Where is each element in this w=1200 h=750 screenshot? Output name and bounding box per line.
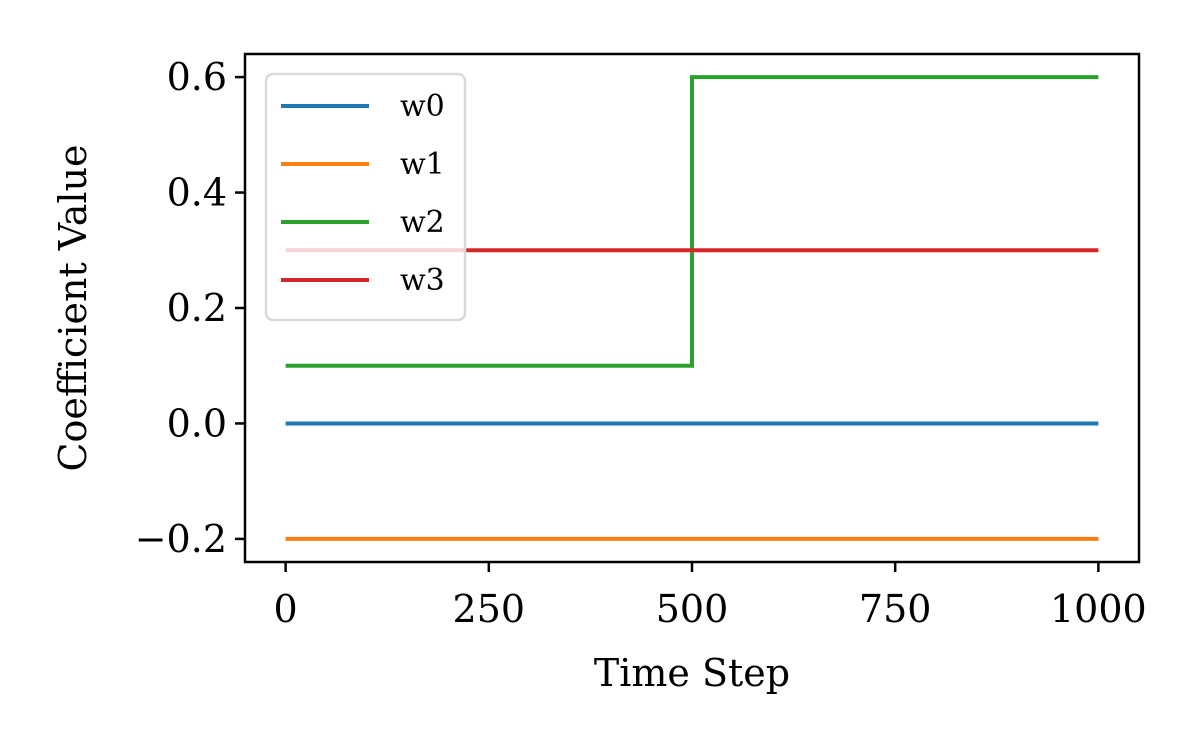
legend: w0 w1 w2 w3 bbox=[264, 72, 467, 322]
x-axis-title: Time Step bbox=[594, 651, 790, 695]
y-tick-label: 0.6 bbox=[167, 55, 227, 99]
x-tick-label: 1000 bbox=[1050, 587, 1147, 631]
legend-label-w3: w3 bbox=[400, 263, 445, 298]
y-tick-label: −0.2 bbox=[135, 517, 227, 561]
y-axis: −0.2 0.0 0.2 0.4 0.6 bbox=[135, 55, 245, 561]
legend-label-w1: w1 bbox=[400, 147, 445, 182]
x-tick-label: 0 bbox=[274, 587, 298, 631]
x-tick-label: 500 bbox=[656, 587, 729, 631]
legend-label-w0: w0 bbox=[400, 89, 445, 124]
y-tick-label: 0.4 bbox=[167, 171, 227, 215]
legend-label-w2: w2 bbox=[400, 205, 445, 240]
y-tick-label: 0.2 bbox=[167, 286, 227, 330]
x-tick-label: 250 bbox=[453, 587, 526, 631]
x-axis: 0 250 500 750 1000 bbox=[274, 562, 1147, 631]
legend-box bbox=[264, 72, 467, 322]
y-tick-label: 0.0 bbox=[167, 401, 227, 445]
y-axis-title: Coefficient Value bbox=[51, 144, 95, 471]
series-line-w2 bbox=[285, 75, 1099, 368]
x-tick-label: 750 bbox=[859, 587, 932, 631]
